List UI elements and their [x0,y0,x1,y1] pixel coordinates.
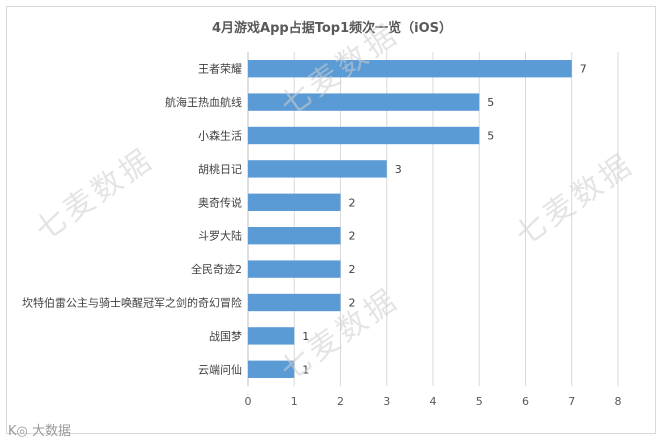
category-label: 全民奇迹2 [191,262,242,276]
data-label: 3 [395,163,402,176]
x-tick-label: 7 [568,395,575,408]
category-label: 王者荣耀 [198,63,242,76]
data-label: 1 [302,330,309,343]
bar [248,360,295,378]
category-label: 奥奇传说 [198,195,242,209]
category-label: 云端问仙 [198,363,242,376]
category-label: 小森生活 [198,129,242,143]
category-label: 斗罗大陆 [198,229,242,243]
data-label: 5 [487,130,494,143]
x-tick-label: 0 [245,395,252,408]
x-tick-label: 5 [476,395,483,408]
category-label: 战国梦 [209,330,242,343]
data-label: 5 [487,96,494,109]
x-tick-label: 6 [522,395,529,408]
data-labels: 7 5 5 3 2 2 2 2 1 1 [302,63,587,377]
data-label: 2 [349,196,356,209]
data-label: 2 [349,263,356,276]
chart-title: 4月游戏App占据Top1频次一览（iOS） [212,20,452,36]
bar [248,126,480,145]
bar [248,60,572,78]
x-tick-label: 2 [337,395,344,408]
x-tick-label: 1 [291,395,298,408]
x-axis-ticks: 0 1 2 3 4 5 6 7 8 [245,395,622,408]
bar [248,293,341,312]
bar [248,327,295,345]
data-label: 1 [302,363,309,376]
bar [248,227,341,245]
bar [248,260,341,278]
data-label: 2 [349,297,356,310]
bar-series [248,60,572,378]
bar [248,160,387,178]
x-tick-label: 3 [383,395,390,408]
category-label: 坎特伯雷公主与骑士唤醒冠军之剑的奇幻冒险 [22,296,242,310]
x-tick-label: 8 [615,395,622,408]
category-label: 航海王热血航线 [165,95,242,109]
bar [248,193,341,211]
data-label: 7 [580,63,587,76]
category-label: 胡桃日记 [198,162,242,176]
footer-logo: K◎ 大数据 [8,424,72,439]
x-tick-label: 4 [430,395,437,408]
data-label: 2 [349,230,356,243]
bar [248,93,480,111]
